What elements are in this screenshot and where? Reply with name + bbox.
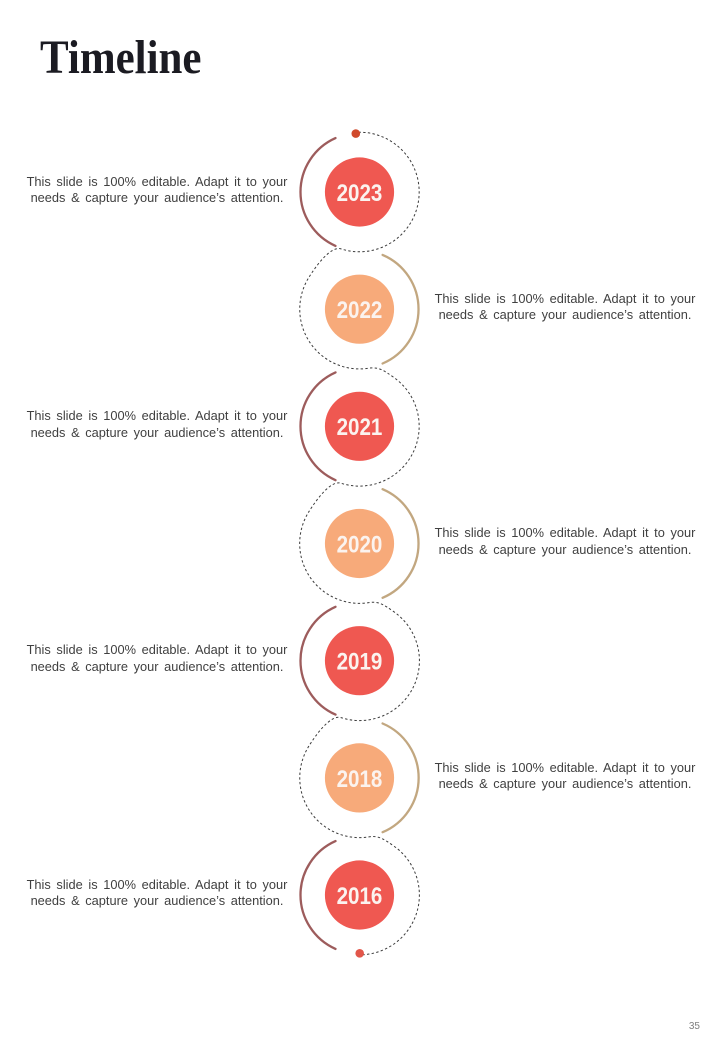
svg-text:2021: 2021 — [337, 414, 383, 441]
svg-text:2020: 2020 — [337, 531, 383, 558]
svg-text:2019: 2019 — [337, 648, 383, 675]
svg-text:2023: 2023 — [337, 179, 383, 206]
svg-text:2016: 2016 — [337, 882, 383, 909]
svg-text:2022: 2022 — [337, 296, 383, 323]
svg-text:2018: 2018 — [337, 765, 383, 792]
